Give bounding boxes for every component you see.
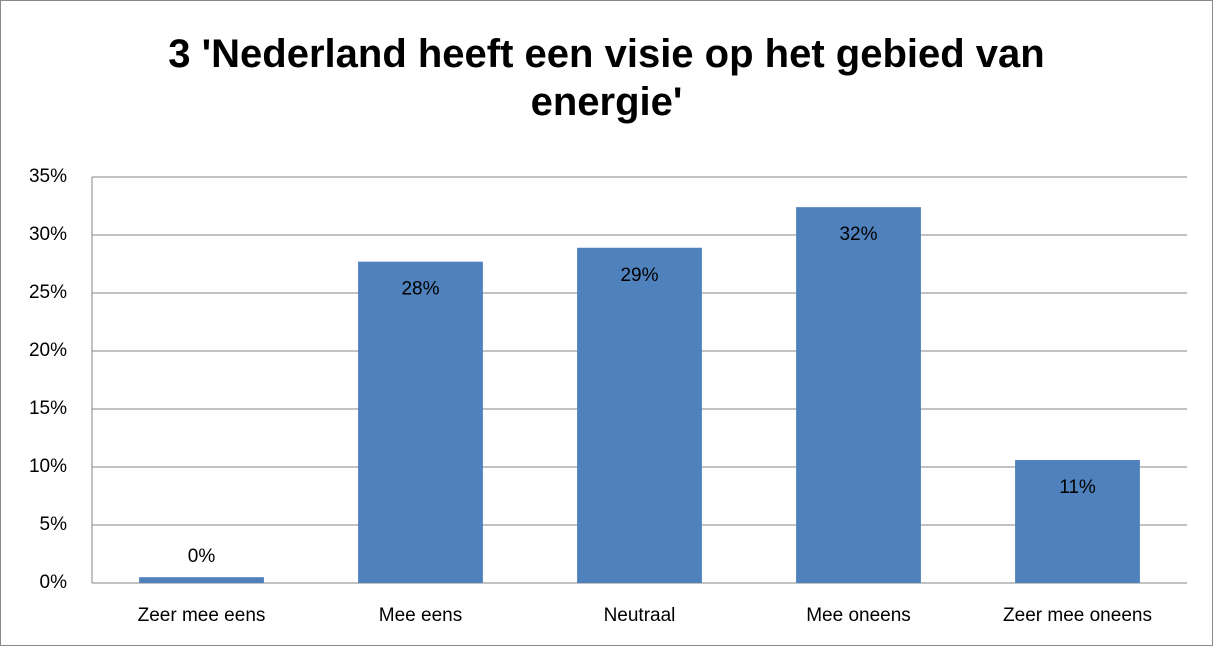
- x-tick-label: Mee oneens: [806, 605, 911, 626]
- bar: [139, 577, 264, 583]
- bar: [796, 207, 921, 583]
- y-tick-label: 20%: [29, 340, 67, 361]
- data-label: 0%: [188, 546, 216, 567]
- y-tick-label: 25%: [29, 282, 67, 303]
- x-tick-label: Zeer mee oneens: [1003, 605, 1152, 626]
- x-tick-label: Zeer mee eens: [138, 605, 266, 626]
- bar: [358, 261, 483, 583]
- y-tick-label: 35%: [29, 166, 67, 187]
- y-tick-label: 0%: [40, 572, 68, 593]
- data-label: 28%: [401, 279, 439, 300]
- y-tick-label: 15%: [29, 398, 67, 419]
- x-tick-label: Mee eens: [379, 605, 462, 626]
- bar: [577, 247, 702, 583]
- bar: [1015, 460, 1140, 583]
- data-label: 32%: [839, 224, 877, 245]
- y-tick-label: 10%: [29, 456, 67, 477]
- y-tick-label: 5%: [40, 514, 68, 535]
- x-tick-label: Neutraal: [604, 605, 676, 626]
- chart-title: 3 'Nederland heeft een visie op het gebi…: [168, 32, 1045, 124]
- data-label: 11%: [1059, 477, 1096, 498]
- data-label: 29%: [620, 265, 658, 286]
- y-tick-label: 30%: [29, 224, 67, 245]
